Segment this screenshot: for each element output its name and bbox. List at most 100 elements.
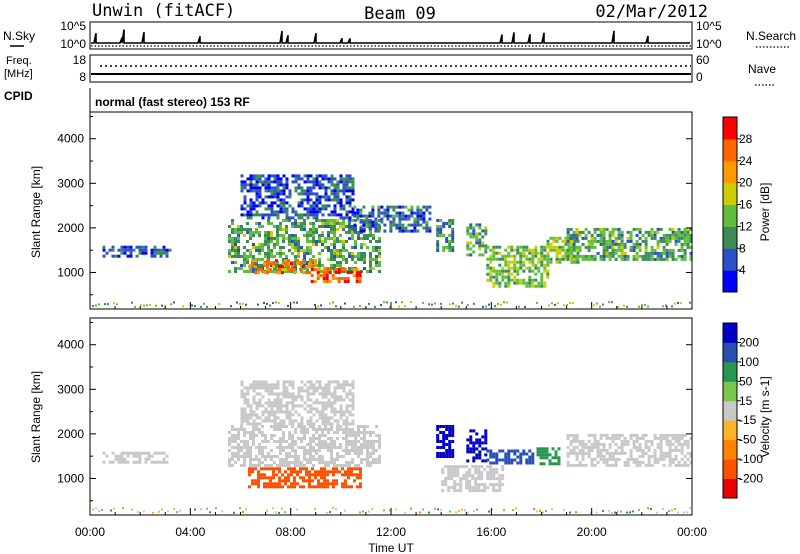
echo-cell-power-1: [321, 249, 324, 252]
echo-cell-power-10: [659, 236, 663, 240]
echo-cell-vel-3: [282, 389, 286, 393]
echo-cell-power-8: [516, 251, 520, 255]
echo-cell-power-4: [249, 201, 253, 205]
echo-cell-power-5: [359, 229, 363, 233]
echo-cell-vel-9: [566, 445, 570, 449]
echo-cell-power-5: [413, 226, 417, 230]
echo-cell-vel-3: [309, 404, 313, 408]
echo-cell-vel-1: [363, 443, 366, 446]
echo-cell-vel-1: [246, 431, 249, 434]
echo-cell-vel-8: [557, 447, 561, 451]
echo-cell-power-4: [264, 189, 268, 193]
echo-cell-vel-1: [318, 443, 321, 446]
echo-cell-power-10: [566, 233, 570, 237]
echo-cell-vel-7: [447, 468, 451, 472]
echo-cell-power-10: [623, 242, 627, 246]
echo-cell-vel-3: [273, 398, 277, 402]
echo-cell-power-1: [258, 231, 261, 234]
echo-cell-vel-9: [644, 439, 648, 443]
echo-cell-power-4: [306, 210, 310, 214]
echo-cell-vel-3: [345, 380, 349, 384]
echo-cell-power-4: [267, 216, 271, 220]
echo-cell-vel-8: [554, 450, 558, 454]
echo-cell-vel-1: [297, 437, 300, 440]
echo-cell-power-8: [528, 257, 532, 261]
echo-cell-vel-6: [531, 452, 535, 456]
power-ylabel: Slant Range [km]: [29, 166, 43, 258]
echo-cell-power-10: [671, 227, 675, 231]
echo-cell-vel-9: [641, 448, 645, 452]
echo-cell-vel-9: [677, 460, 681, 464]
echo-cell-power-6: [451, 240, 455, 243]
echo-cell-vel-2: [293, 470, 296, 474]
echo-cell-vel-1: [288, 464, 291, 467]
echo-cell-vel-3: [321, 404, 325, 408]
echo-cell-power-1: [279, 249, 282, 252]
echo-cell-vel-7: [453, 480, 457, 484]
echo-cell-vel-9: [569, 439, 573, 443]
echo-cell-vel-1: [333, 443, 336, 446]
echo-cell-power-9: [558, 245, 562, 249]
echo-cell-vel-9: [584, 451, 588, 455]
echo-cell-power-0: [138, 245, 142, 249]
echo-cell-power-10: [590, 236, 594, 240]
echo-cell-vel-3: [264, 407, 268, 411]
echo-cell-vel-3: [309, 386, 313, 390]
echo-cell-power-0: [123, 245, 127, 249]
echo-cell-power-1: [312, 255, 315, 258]
echo-cell-power-1: [300, 222, 303, 225]
echo-cell-vel-3: [327, 398, 331, 402]
echo-cell-power-4: [273, 174, 277, 178]
echo-cell-power-4: [339, 189, 343, 193]
echo-cell-vel-3: [324, 419, 328, 423]
echo-cell-power-8: [501, 272, 505, 276]
echo-cell-power-10: [587, 242, 591, 246]
echo-cell-power-9: [564, 236, 568, 240]
echo-cell-power-4: [333, 207, 337, 211]
ground-scatter-cell: [608, 301, 610, 304]
echo-cell-power-10: [689, 239, 693, 243]
echo-cell-power-5: [395, 205, 399, 209]
echo-cell-vel-2: [260, 473, 263, 477]
echo-cell-power-1: [369, 255, 372, 258]
echo-cell-power-6: [436, 219, 440, 222]
echo-cell-vel-1: [351, 428, 354, 431]
ground-scatter-cell: [137, 511, 139, 513]
echo-cell-vel-2: [287, 479, 290, 483]
echo-cell-power-10: [596, 227, 600, 231]
echo-cell-vel-1: [336, 452, 339, 455]
echo-cell-vel-9: [656, 436, 660, 440]
echo-cell-power-8: [513, 269, 517, 273]
echo-cell-vel-0: [135, 454, 139, 458]
echo-cell-power-10: [566, 227, 570, 231]
echo-cell-vel-1: [303, 431, 306, 434]
echo-cell-vel-3: [249, 413, 253, 417]
echo-cell-vel-1: [318, 458, 321, 461]
echo-cell-power-4: [276, 192, 280, 196]
echo-cell-power-7: [481, 253, 485, 257]
echo-cell-power-1: [294, 234, 297, 237]
echo-cell-vel-3: [255, 386, 259, 390]
echo-cell-vel-3: [255, 422, 259, 426]
echo-cell-power-2: [275, 271, 278, 275]
echo-cell-vel-2: [314, 470, 317, 474]
echo-cell-vel-2: [335, 467, 338, 471]
echo-cell-vel-1: [378, 440, 381, 443]
echo-cell-power-8: [501, 275, 505, 279]
echo-cell-power-10: [620, 242, 624, 246]
echo-cell-power-10: [584, 233, 588, 237]
echo-cell-power-1: [306, 231, 309, 234]
echo-cell-power-1: [282, 234, 285, 237]
echo-cell-power-5: [362, 214, 366, 218]
echo-cell-vel-6: [492, 461, 496, 465]
echo-cell-power-1: [363, 243, 366, 246]
echo-cell-power-4: [333, 198, 337, 202]
echo-cell-vel-3: [342, 383, 346, 387]
echo-cell-power-1: [264, 264, 267, 267]
echo-cell-vel-9: [575, 445, 579, 449]
echo-cell-vel-5: [475, 453, 479, 457]
echo-cell-power-1: [252, 255, 255, 258]
echo-cell-vel-9: [683, 454, 687, 458]
echo-cell-power-9: [549, 242, 553, 246]
echo-cell-power-10: [611, 233, 615, 237]
